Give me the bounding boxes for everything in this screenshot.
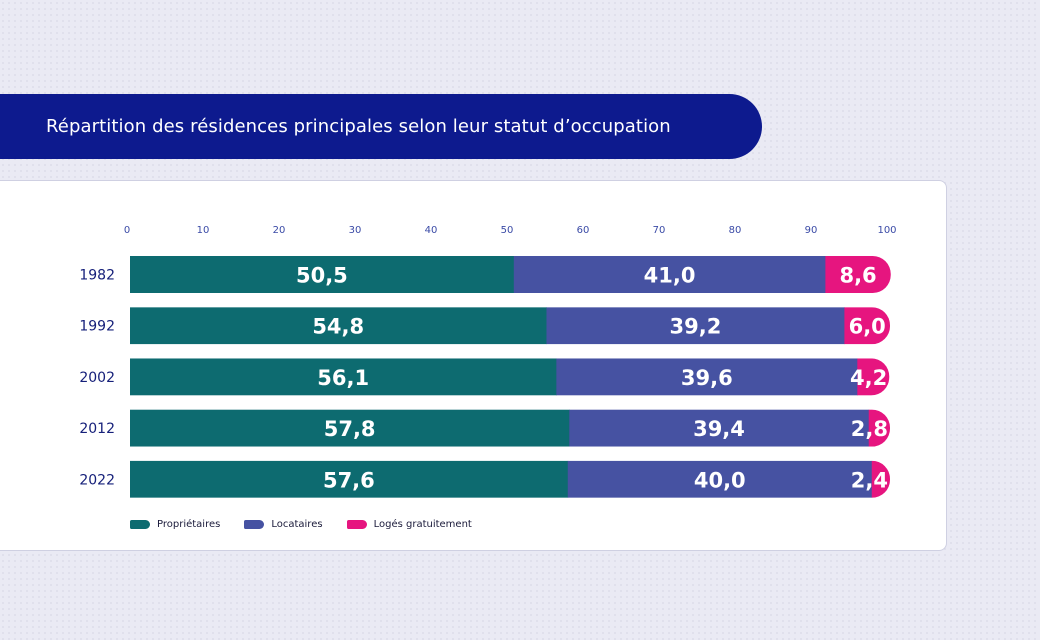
data-label: 2,4	[851, 468, 888, 492]
x-tick-label: 10	[197, 225, 210, 236]
legend-item-loges: Logés gratuitement	[346, 519, 472, 530]
bar-segment	[844, 307, 890, 345]
bar-segment	[130, 307, 547, 345]
x-tick-label: 0	[124, 225, 130, 236]
legend-swatch-proprietaires	[130, 520, 150, 529]
x-tick-label: 100	[877, 225, 896, 236]
data-label: 8,6	[839, 264, 876, 288]
bar-segment	[556, 358, 858, 396]
x-tick-label: 50	[501, 225, 514, 236]
bar-row	[130, 256, 891, 293]
chart-legend: Propriétaires Locataires Logés gratuitem…	[130, 519, 496, 530]
data-label: 2,8	[851, 417, 888, 441]
y-tick-label: 2002	[79, 370, 115, 386]
bar-row	[130, 460, 890, 498]
bar-segment	[130, 256, 515, 293]
bar-segment	[130, 460, 569, 498]
legend-label-proprietaires: Propriétaires	[157, 519, 221, 530]
legend-item-locataires: Locataires	[244, 519, 323, 530]
data-label: 39,4	[693, 417, 745, 441]
bar-row	[130, 409, 890, 447]
y-tick-label: 1982	[79, 268, 115, 284]
bar-segment	[868, 409, 890, 447]
legend-label-locataires: Locataires	[271, 519, 323, 530]
legend-item-proprietaires: Propriétaires	[130, 519, 220, 530]
data-label: 57,6	[323, 468, 375, 492]
chart-title: Répartition des résidences principales s…	[46, 116, 671, 137]
bar-segment	[130, 409, 570, 447]
y-tick-label: 2022	[79, 472, 115, 488]
y-tick-label: 2012	[79, 421, 115, 437]
bar-segment	[569, 409, 870, 447]
bar-segment	[567, 460, 873, 498]
x-tick-label: 20	[273, 225, 286, 236]
data-label: 50,5	[296, 264, 348, 288]
legend-swatch-loges	[346, 520, 367, 529]
bar-row	[130, 358, 890, 396]
bar-segment	[871, 460, 890, 498]
x-tick-label: 70	[653, 225, 666, 236]
data-label: 41,0	[644, 264, 696, 288]
data-label: 6,0	[849, 315, 886, 339]
bar-segment	[546, 307, 845, 345]
data-label: 40,0	[694, 468, 746, 492]
data-label: 57,8	[324, 417, 376, 441]
bar-segment	[513, 256, 826, 293]
bar-segment	[857, 358, 890, 396]
data-label: 54,8	[312, 315, 364, 339]
data-label: 39,2	[670, 315, 722, 339]
bar-segment	[130, 358, 557, 396]
x-tick-label: 90	[805, 225, 818, 236]
bar-segment	[825, 256, 891, 293]
data-label: 4,2	[850, 366, 887, 390]
data-label: 39,6	[681, 366, 733, 390]
legend-label-loges: Logés gratuitement	[373, 519, 472, 530]
x-tick-label: 60	[577, 225, 590, 236]
data-label: 56,1	[317, 366, 369, 390]
legend-swatch-locataires	[244, 520, 265, 529]
x-tick-label: 30	[349, 225, 362, 236]
bar-row	[130, 307, 890, 345]
x-tick-label: 80	[729, 225, 742, 236]
x-tick-label: 40	[425, 225, 438, 236]
chart-title-banner: Répartition des résidences principales s…	[0, 94, 762, 159]
y-tick-label: 1992	[79, 319, 115, 335]
